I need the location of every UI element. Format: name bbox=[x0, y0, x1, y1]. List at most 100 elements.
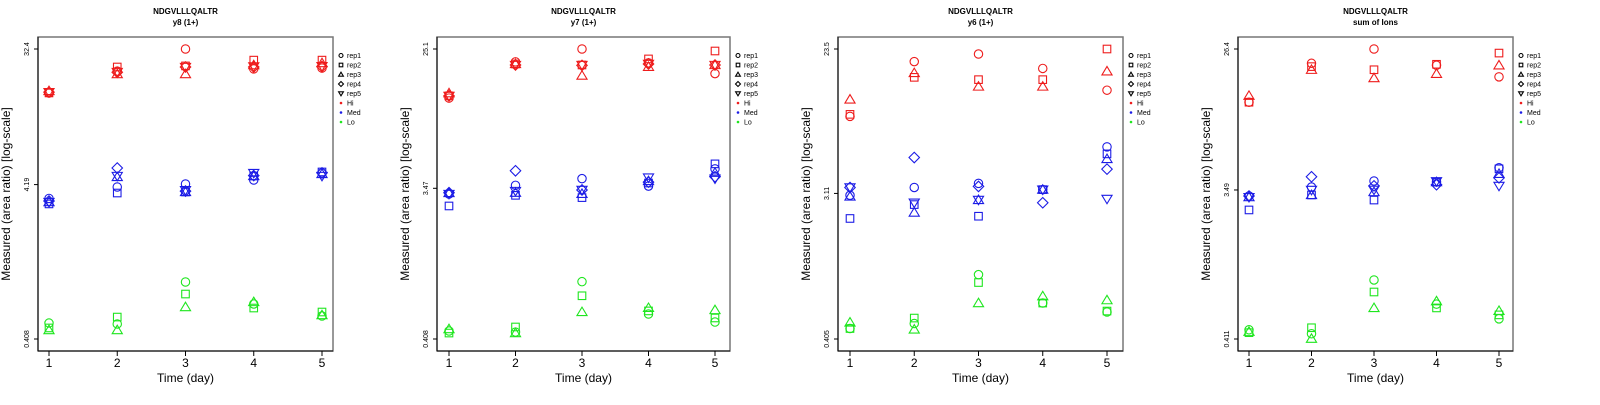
data-point-hi-rep1 bbox=[1038, 63, 1048, 74]
data-point-lo-rep2 bbox=[112, 312, 122, 322]
legend-label: rep5 bbox=[1137, 91, 1151, 98]
data-point-hi-rep3 bbox=[843, 93, 857, 104]
legend-label: rep2 bbox=[1527, 63, 1541, 70]
legend-label: rep2 bbox=[744, 63, 758, 70]
x-tick-label: 5 bbox=[1104, 356, 1111, 370]
x-tick-label: 2 bbox=[911, 356, 918, 370]
data-point-med-rep1 bbox=[710, 164, 720, 174]
x-tick-label: 1 bbox=[1246, 356, 1253, 370]
legend-rep1-icon bbox=[338, 52, 344, 59]
data-point-hi-rep5 bbox=[247, 62, 260, 73]
data-point-med-rep1 bbox=[1369, 176, 1379, 186]
legend-label: rep2 bbox=[347, 63, 361, 70]
legend-label: Hi bbox=[1137, 101, 1144, 108]
y-tick-label: 0.411 bbox=[1224, 330, 1231, 347]
data-point-lo-rep1 bbox=[1369, 275, 1379, 285]
data-point-lo-rep1 bbox=[973, 269, 984, 280]
legend-rep2-icon bbox=[1128, 62, 1134, 68]
y-tick-label: 23.5 bbox=[824, 42, 831, 56]
data-point-med-rep4 bbox=[509, 164, 522, 177]
legend-label: Med bbox=[1527, 110, 1541, 117]
legend-rep4-icon bbox=[1127, 80, 1135, 88]
data-point-hi-rep1 bbox=[1369, 44, 1379, 54]
data-point-med-rep5 bbox=[908, 198, 921, 209]
chart-title: NDGVLLLQALTR bbox=[1343, 7, 1408, 16]
data-point-lo-rep1 bbox=[577, 276, 587, 287]
data-point-lo-rep2 bbox=[181, 289, 190, 299]
data-point-lo-rep2 bbox=[909, 313, 919, 323]
legend-rep4-icon bbox=[734, 80, 742, 88]
data-point-hi-rep2 bbox=[112, 62, 122, 72]
data-point-hi-rep3 bbox=[1036, 80, 1049, 91]
data-point-med-rep5 bbox=[1036, 185, 1049, 196]
legend-rep5-icon bbox=[734, 91, 742, 97]
legend-label: rep3 bbox=[1527, 72, 1541, 79]
legend-label: rep5 bbox=[347, 91, 361, 98]
chart-subtitle: y7 (1+) bbox=[571, 18, 597, 27]
data-point-hi-rep1 bbox=[973, 49, 984, 59]
legend-med-dot-icon bbox=[339, 111, 343, 114]
legend-label: rep1 bbox=[744, 53, 758, 60]
data-point-med-rep4 bbox=[111, 161, 124, 175]
data-point-hi-rep3 bbox=[575, 69, 589, 80]
data-point-hi-rep2 bbox=[710, 46, 720, 56]
data-point-lo-rep3 bbox=[843, 316, 857, 327]
data-point-med-rep4 bbox=[908, 151, 921, 164]
legend-hi-dot-icon bbox=[736, 101, 740, 105]
legend-label: Lo bbox=[1527, 120, 1535, 127]
data-point-med-rep5 bbox=[1430, 177, 1443, 188]
data-point-lo-rep3 bbox=[509, 327, 522, 338]
legend-label: rep1 bbox=[347, 53, 361, 60]
data-point-hi-rep3 bbox=[708, 59, 722, 70]
legend-label: rep4 bbox=[744, 82, 758, 89]
data-point-hi-rep5 bbox=[642, 59, 655, 70]
data-point-lo-rep2 bbox=[249, 303, 259, 313]
data-point-med-rep5 bbox=[111, 171, 124, 182]
legend-med-dot-icon bbox=[736, 111, 740, 114]
data-point-hi-rep5 bbox=[111, 67, 124, 78]
legend-rep3-icon bbox=[1127, 71, 1135, 77]
data-point-lo-rep2 bbox=[974, 278, 983, 287]
y-tick-label: 26.4 bbox=[1224, 42, 1231, 56]
x-tick-label: 1 bbox=[446, 356, 453, 370]
x-tick-label: 3 bbox=[975, 356, 982, 370]
x-tick-label: 4 bbox=[250, 356, 257, 370]
data-point-med-rep3 bbox=[1305, 189, 1318, 200]
x-tick-label: 2 bbox=[1308, 356, 1315, 370]
legend-rep4-icon bbox=[1517, 80, 1525, 88]
data-point-med-rep5 bbox=[179, 186, 192, 197]
data-point-hi-rep2 bbox=[249, 55, 259, 65]
chart-subtitle: y8 (1+) bbox=[173, 18, 199, 27]
y-tick-label: 3.47 bbox=[423, 181, 430, 195]
legend-rep2-icon bbox=[735, 62, 741, 68]
x-tick-label: 1 bbox=[46, 356, 53, 370]
data-point-hi-rep3 bbox=[1305, 63, 1318, 74]
data-point-lo-rep3 bbox=[1430, 295, 1443, 306]
chart-panel-3: NDGVLLLQALTR y6 (1+) 23.5 3.11 0.405 1 2 3 4 5 Tim… bbox=[799, 7, 1151, 385]
data-point-med-rep4 bbox=[1100, 163, 1114, 176]
legend-rep3-icon bbox=[337, 71, 345, 77]
data-point-med-rep1 bbox=[909, 182, 919, 193]
data-point-lo-rep3 bbox=[1100, 294, 1114, 305]
data-point-med-rep4 bbox=[642, 176, 655, 189]
y-tick-label: 0.408 bbox=[24, 330, 31, 348]
data-point-hi-rep2 bbox=[909, 73, 919, 82]
legend-lo-dot-icon bbox=[1129, 120, 1133, 124]
data-point-med-rep3 bbox=[1036, 183, 1049, 194]
data-point-hi-rep5 bbox=[575, 60, 589, 71]
y-axis-label: Measured (area ratio) [log-scale] bbox=[1199, 107, 1213, 280]
legend-lo-dot-icon bbox=[736, 120, 740, 124]
data-point-lo-rep1 bbox=[44, 318, 54, 328]
legend-label: Hi bbox=[347, 101, 354, 108]
legend-label: Med bbox=[744, 110, 758, 117]
data-point-hi-rep1 bbox=[577, 44, 587, 54]
legend-rep1-icon bbox=[1128, 52, 1134, 59]
data-point-med-rep5 bbox=[575, 185, 589, 196]
data-point-lo-rep1 bbox=[180, 277, 191, 287]
data-point-med-rep2 bbox=[710, 159, 720, 169]
x-tick-label: 4 bbox=[1433, 356, 1440, 370]
data-point-med-rep4 bbox=[1367, 179, 1381, 192]
data-point-med-rep2 bbox=[845, 214, 855, 223]
data-point-med-rep3 bbox=[442, 187, 456, 198]
data-point-lo-rep3 bbox=[908, 323, 921, 334]
